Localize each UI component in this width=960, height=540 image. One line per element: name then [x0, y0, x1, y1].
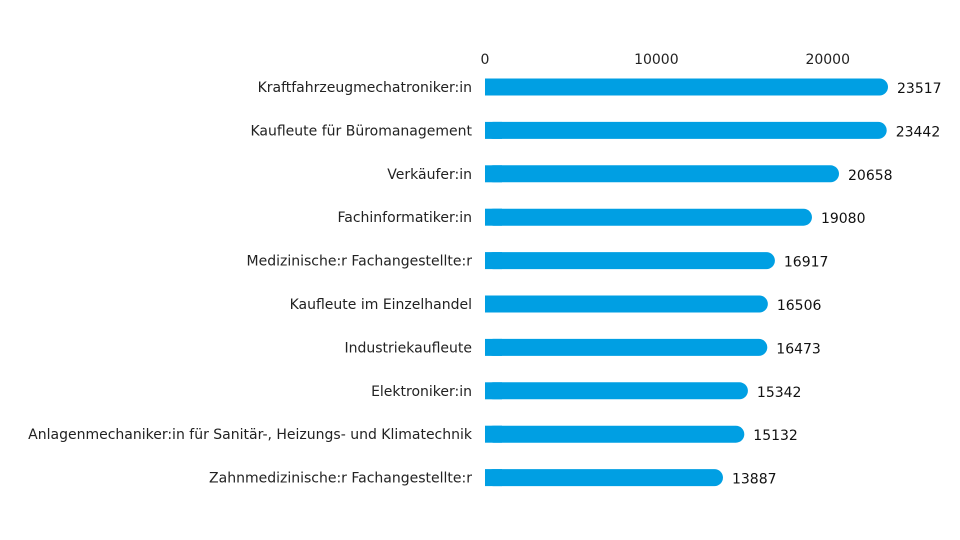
bar [485, 121, 887, 139]
bar-base [485, 338, 502, 356]
category-label: Zahnmedizinische:r Fachangestellte:r [209, 471, 472, 487]
bar [485, 78, 888, 96]
bar-base [485, 165, 502, 183]
bar [485, 382, 748, 400]
category-label: Medizinische:r Fachangestellte:r [247, 254, 473, 270]
bar-base [485, 425, 502, 443]
category-label: Elektroniker:in [371, 384, 472, 400]
category-label: Industriekaufleute [344, 340, 472, 356]
x-axis: 0 10000 20000 [481, 52, 850, 68]
value-label: 16473 [776, 341, 821, 357]
value-label: 23442 [896, 124, 941, 140]
bar [485, 469, 723, 487]
bar [485, 338, 768, 356]
value-label: 15342 [757, 385, 802, 401]
value-label: 20658 [848, 168, 893, 184]
bar [485, 252, 775, 270]
value-label: 23517 [897, 81, 942, 97]
category-labels: Kraftfahrzeugmechatroniker:in Kaufleute f… [28, 80, 473, 487]
category-label: Verkäufer:in [387, 167, 472, 183]
value-label: 19080 [821, 211, 866, 227]
x-tick-label: 20000 [805, 52, 850, 68]
bar-base [485, 252, 502, 270]
bar-base [485, 78, 502, 96]
category-label: Anlagenmechaniker:in für Sanitär-, Heizu… [28, 427, 473, 443]
value-labels: 23517 23442 20658 19080 16917 16506 16473 15342… [732, 81, 942, 488]
value-label: 16917 [784, 255, 829, 271]
bar-base [485, 382, 502, 400]
category-label: Kaufleute im Einzelhandel [290, 297, 472, 313]
bar [485, 208, 812, 226]
category-label: Fachinformatiker:in [338, 210, 473, 226]
bars [485, 78, 888, 487]
category-label: Kraftfahrzeugmechatroniker:in [258, 80, 472, 96]
bar-base [485, 208, 502, 226]
category-label: Kaufleute für Büromanagement [250, 123, 472, 139]
bar [485, 165, 840, 183]
x-tick-label: 0 [481, 52, 490, 68]
bar-base [485, 469, 502, 487]
bar [485, 425, 745, 443]
bar-base [485, 121, 502, 139]
value-label: 16506 [777, 298, 822, 314]
bar-base [485, 295, 502, 313]
x-tick-label: 10000 [634, 52, 679, 68]
value-label: 13887 [732, 472, 777, 488]
bar [485, 295, 768, 313]
value-label: 15132 [753, 428, 798, 444]
